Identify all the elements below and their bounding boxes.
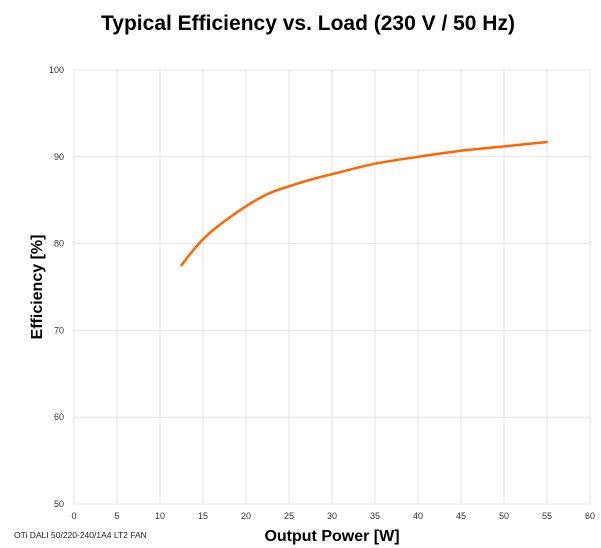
efficiency-data-point	[189, 253, 191, 255]
efficiency-data-point	[417, 156, 419, 158]
y-tick-label: 50	[54, 499, 64, 509]
x-tick-label: 55	[542, 511, 552, 521]
efficiency-data-point	[267, 193, 269, 195]
efficiency-data-point	[546, 141, 548, 143]
efficiency-series-line	[180, 140, 549, 267]
x-tick-label: 30	[327, 511, 337, 521]
x-tick-label: 45	[456, 511, 466, 521]
x-tick-label: 35	[370, 511, 380, 521]
y-tick-label: 100	[49, 65, 64, 75]
efficiency-data-point	[219, 224, 221, 226]
x-tick-label: 25	[284, 511, 294, 521]
x-tick-label: 20	[241, 511, 251, 521]
y-tick-label: 70	[54, 325, 64, 335]
x-axis-title: Output Power [W]	[264, 528, 399, 545]
x-tick-label: 60	[585, 511, 595, 521]
efficiency-data-point	[181, 264, 183, 266]
x-tick-label: 10	[155, 511, 165, 521]
x-tick-labels: 0 5 10 15 20 25 30 35 40 45 50 55 60	[71, 511, 595, 521]
gridlines	[73, 69, 591, 505]
efficiency-data-point	[460, 150, 462, 152]
efficiency-data-point	[314, 178, 316, 180]
x-tick-label: 5	[114, 511, 119, 521]
efficiency-data-point	[245, 205, 247, 207]
chart-title: Typical Efficiency vs. Load (230 V / 50 …	[101, 12, 515, 35]
x-tick-label: 15	[198, 511, 208, 521]
efficiency-data-point	[288, 185, 290, 187]
y-tick-label: 80	[54, 239, 64, 249]
efficiency-data-point	[202, 238, 204, 240]
y-axis-title: Efficiency [%]	[29, 235, 46, 340]
x-tick-label: 50	[499, 511, 509, 521]
x-tick-label: 40	[413, 511, 423, 521]
efficiency-data-point	[503, 145, 505, 147]
y-tick-labels: 50 60 70 80 90 100	[49, 65, 64, 509]
model-footnote: OTi DALI 50/220-240/1A4 LT2 FAN	[14, 530, 147, 540]
x-tick-label: 0	[71, 511, 76, 521]
efficiency-data-point	[374, 163, 376, 165]
y-tick-label: 90	[54, 152, 64, 162]
series-group	[180, 140, 549, 267]
efficiency-data-point	[331, 173, 333, 175]
y-tick-label: 60	[54, 412, 64, 422]
